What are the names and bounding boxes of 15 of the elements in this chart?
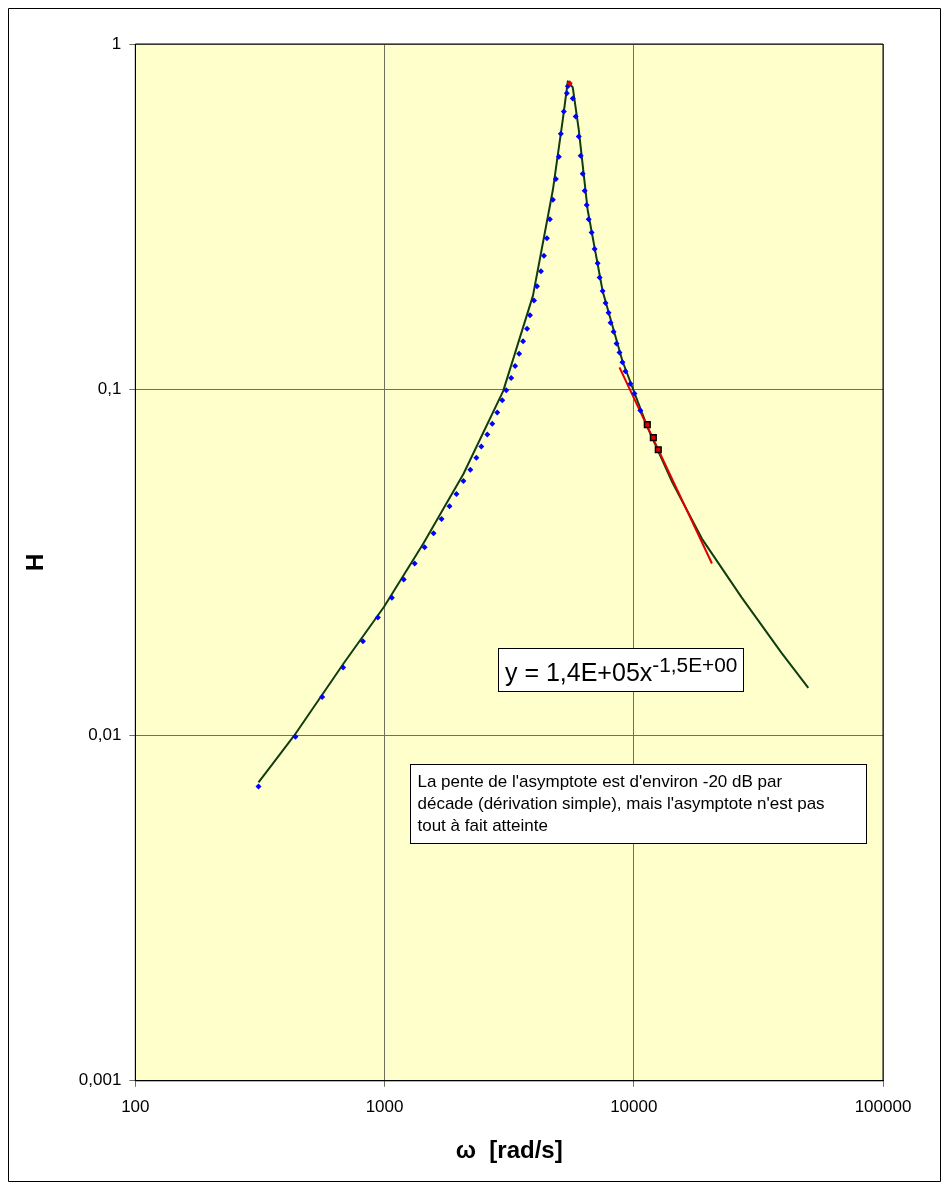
- point: [643, 421, 651, 429]
- x-axis-title: ω [rad/s]: [455, 1136, 563, 1164]
- y-tick-label: 0,1: [97, 379, 122, 399]
- point: [654, 446, 662, 454]
- y-tick-label: 1: [111, 33, 122, 53]
- y-axis-title: H: [21, 553, 49, 572]
- x-tick-label: 1000: [365, 1096, 404, 1116]
- annotation: La pente de l'asymptote est d'environ -20 dB par décade (dérivation simple), mais l'asymptote n'est pas tout à fait atteinte: [410, 763, 867, 844]
- annotation: y = 1,4E+05x$^{-1,5E+00}$: [497, 648, 745, 693]
- x-tick-label: 100: [121, 1096, 150, 1116]
- y-tick-label: 0,001: [78, 1070, 122, 1090]
- point: [649, 434, 657, 442]
- y-tick-label: 0,01: [88, 724, 122, 744]
- x-tick-label: 10000: [610, 1096, 658, 1116]
- x-tick-label: 100000: [854, 1096, 912, 1116]
